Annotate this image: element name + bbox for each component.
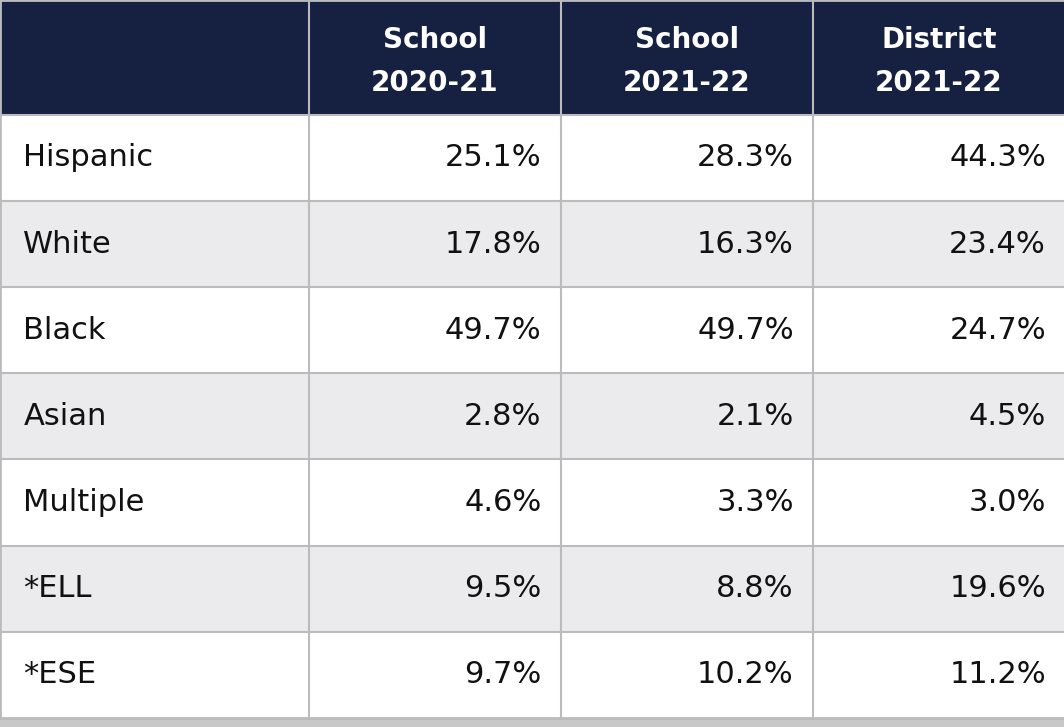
Bar xyxy=(0,287,309,374)
Bar xyxy=(813,115,1064,201)
Bar xyxy=(309,545,561,632)
Text: 11.2%: 11.2% xyxy=(949,660,1046,689)
Text: Black: Black xyxy=(23,316,106,345)
Bar xyxy=(561,459,813,545)
Text: White: White xyxy=(23,230,112,259)
Text: *ESE: *ESE xyxy=(23,660,97,689)
Text: 3.3%: 3.3% xyxy=(716,488,794,517)
Bar xyxy=(813,0,1064,115)
Bar xyxy=(561,287,813,374)
Bar xyxy=(561,374,813,459)
Text: 4.5%: 4.5% xyxy=(968,402,1046,431)
Text: 9.5%: 9.5% xyxy=(464,574,542,603)
Text: 8.8%: 8.8% xyxy=(716,574,794,603)
Text: Asian: Asian xyxy=(23,402,106,431)
Bar xyxy=(309,201,561,287)
Text: 44.3%: 44.3% xyxy=(949,143,1046,172)
Text: 28.3%: 28.3% xyxy=(697,143,794,172)
Bar xyxy=(813,287,1064,374)
Text: *ELL: *ELL xyxy=(23,574,92,603)
Text: 2021-22: 2021-22 xyxy=(624,69,750,97)
Bar xyxy=(561,632,813,718)
Bar xyxy=(309,115,561,201)
Text: Multiple: Multiple xyxy=(23,488,145,517)
Bar xyxy=(309,632,561,718)
Bar xyxy=(561,0,813,115)
Bar xyxy=(309,459,561,545)
Text: District: District xyxy=(881,26,997,55)
Bar xyxy=(309,0,561,115)
Text: 3.0%: 3.0% xyxy=(968,488,1046,517)
Text: 2.8%: 2.8% xyxy=(464,402,542,431)
Text: School: School xyxy=(383,26,486,55)
Text: 9.7%: 9.7% xyxy=(464,660,542,689)
Text: 17.8%: 17.8% xyxy=(445,230,542,259)
Bar xyxy=(0,115,309,201)
Bar xyxy=(561,115,813,201)
Bar xyxy=(309,287,561,374)
Text: 23.4%: 23.4% xyxy=(949,230,1046,259)
Text: 10.2%: 10.2% xyxy=(697,660,794,689)
Bar xyxy=(0,545,309,632)
Bar xyxy=(0,374,309,459)
Text: School: School xyxy=(635,26,738,55)
Bar xyxy=(561,201,813,287)
Text: Hispanic: Hispanic xyxy=(23,143,153,172)
Text: 16.3%: 16.3% xyxy=(697,230,794,259)
Text: 2021-22: 2021-22 xyxy=(876,69,1002,97)
Bar xyxy=(813,545,1064,632)
Bar xyxy=(309,374,561,459)
Bar xyxy=(813,201,1064,287)
Text: 2.1%: 2.1% xyxy=(716,402,794,431)
Bar xyxy=(0,632,309,718)
Text: 4.6%: 4.6% xyxy=(464,488,542,517)
Bar xyxy=(561,545,813,632)
Text: 24.7%: 24.7% xyxy=(949,316,1046,345)
Bar xyxy=(0,201,309,287)
Text: 25.1%: 25.1% xyxy=(445,143,542,172)
Text: 49.7%: 49.7% xyxy=(697,316,794,345)
Bar xyxy=(0,459,309,545)
Text: 19.6%: 19.6% xyxy=(949,574,1046,603)
Bar xyxy=(813,632,1064,718)
Bar xyxy=(813,459,1064,545)
Bar xyxy=(813,374,1064,459)
Text: 49.7%: 49.7% xyxy=(445,316,542,345)
Text: 2020-21: 2020-21 xyxy=(371,69,498,97)
Bar xyxy=(0,0,309,115)
